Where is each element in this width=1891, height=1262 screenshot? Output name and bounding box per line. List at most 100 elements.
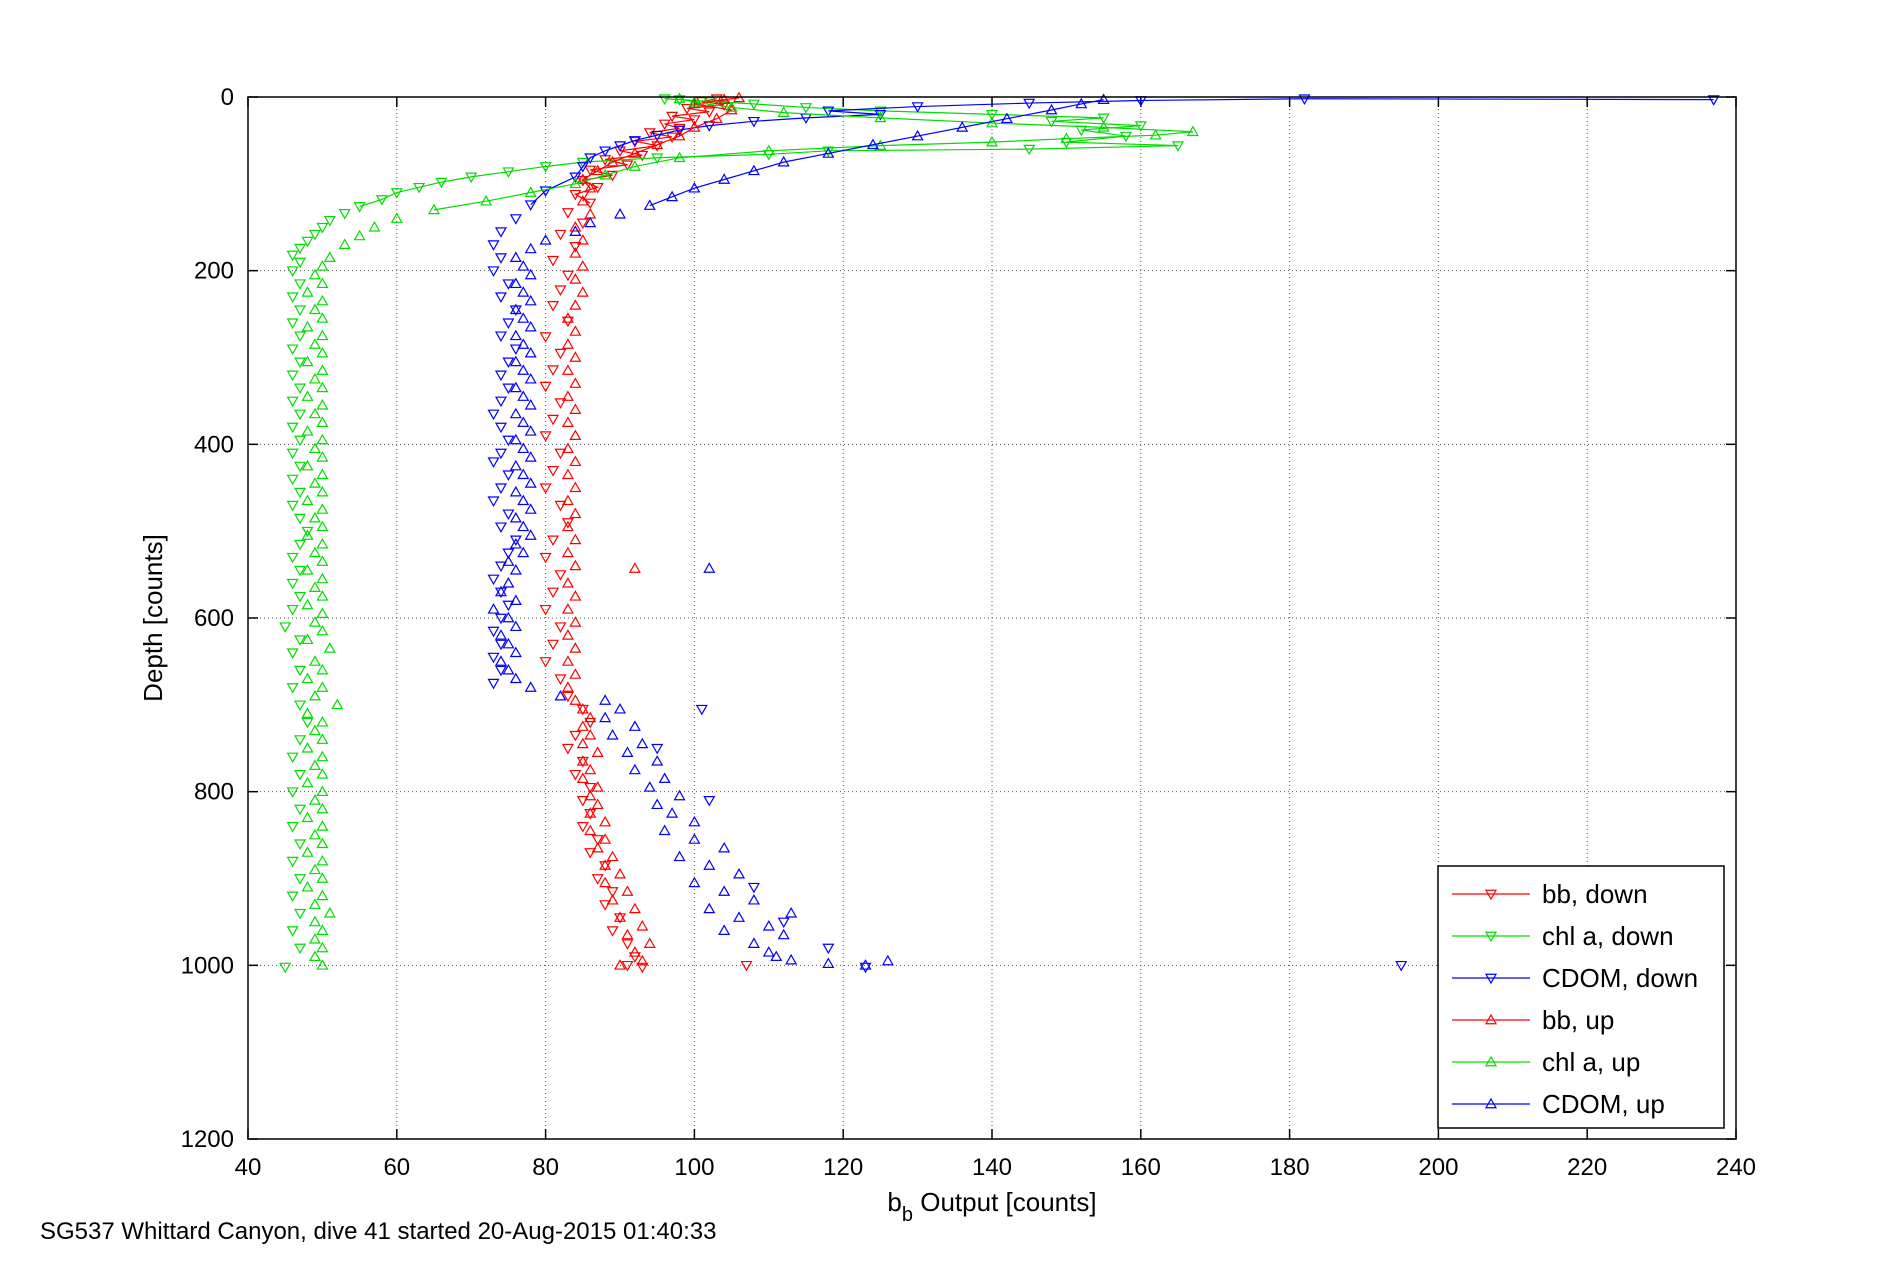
data-point <box>316 872 329 883</box>
data-point <box>643 937 656 948</box>
data-point <box>316 941 329 953</box>
legend-entry: bb, up <box>1452 1005 1614 1035</box>
data-point <box>591 182 604 194</box>
data-point <box>651 153 664 164</box>
data-point <box>517 442 530 454</box>
data-point <box>294 804 307 816</box>
data-point <box>301 811 314 823</box>
legend-marker <box>1484 889 1498 901</box>
data-point <box>718 924 731 935</box>
data-point <box>584 807 597 818</box>
data-point <box>286 552 299 564</box>
y-tick-label: 600 <box>194 605 234 632</box>
data-point <box>547 466 560 477</box>
data-point <box>301 880 314 892</box>
data-point <box>517 260 530 271</box>
data-point <box>294 665 307 677</box>
data-point <box>294 279 307 290</box>
data-point <box>375 195 388 206</box>
data-point <box>316 364 329 375</box>
y-tick-label: 200 <box>194 258 234 285</box>
data-point <box>487 496 500 507</box>
data-point <box>628 562 641 573</box>
data-point <box>576 702 589 714</box>
data-point <box>308 689 321 701</box>
data-point <box>1097 113 1110 125</box>
data-point <box>301 672 314 684</box>
data-point <box>547 414 560 426</box>
x-tick-label: 240 <box>1716 1154 1756 1181</box>
data-point <box>688 181 701 193</box>
legend-label: bb, up <box>1542 1005 1614 1035</box>
y-tick-labels: 0 200 400 600 800 1000 1200 <box>181 84 234 1153</box>
data-point <box>576 286 589 297</box>
data-point <box>524 372 537 384</box>
data-point <box>599 694 612 705</box>
series-bb-up <box>561 91 746 970</box>
data-point <box>517 390 530 401</box>
data-point <box>524 425 537 436</box>
data-point <box>301 776 314 788</box>
data-point <box>502 611 515 623</box>
data-point <box>695 704 708 716</box>
plot-frame <box>247 96 1737 1140</box>
data-point <box>569 769 582 781</box>
series-line <box>573 98 725 204</box>
data-point <box>509 535 522 547</box>
data-point <box>621 939 634 950</box>
data-point <box>569 455 582 467</box>
data-point <box>316 433 329 445</box>
data-point <box>777 928 790 940</box>
data-point <box>323 907 336 918</box>
data-point <box>294 839 307 850</box>
data-point <box>308 898 321 909</box>
data-point <box>286 648 299 659</box>
data-point <box>606 926 619 937</box>
data-point <box>673 850 686 862</box>
data-point <box>874 111 887 123</box>
data-point <box>606 729 619 740</box>
data-point <box>502 663 515 675</box>
data-point <box>539 431 552 442</box>
data-point <box>688 833 701 844</box>
series-line <box>433 98 1193 211</box>
data-point <box>599 876 612 888</box>
data-point <box>427 203 441 215</box>
data-point <box>509 620 522 632</box>
data-point <box>316 820 329 831</box>
data-point <box>1186 125 1199 137</box>
data-point <box>524 186 537 197</box>
data-point <box>502 383 515 395</box>
data-point <box>316 572 329 584</box>
data-point <box>502 600 515 612</box>
data-point <box>509 537 522 549</box>
data-point <box>576 755 589 766</box>
data-point <box>524 268 537 280</box>
data-point <box>584 208 597 219</box>
data-point <box>301 320 314 332</box>
legend-label: bb, down <box>1542 879 1648 909</box>
data-point <box>561 691 574 703</box>
data-point <box>591 841 604 853</box>
data-point <box>294 635 307 646</box>
data-point <box>338 238 351 249</box>
data-point <box>747 937 760 948</box>
data-point <box>859 962 872 974</box>
series-line <box>581 97 740 202</box>
data-point <box>710 94 723 105</box>
data-point <box>911 129 924 141</box>
data-point <box>316 785 329 797</box>
data-point <box>718 841 731 853</box>
data-point <box>517 364 530 375</box>
data-point <box>636 737 649 749</box>
x-tick-label: 220 <box>1567 1154 1607 1181</box>
data-point <box>688 97 701 109</box>
data-point <box>353 229 366 241</box>
data-point <box>822 106 835 118</box>
data-point <box>554 622 567 633</box>
legend-entry: chl a, up <box>1452 1047 1640 1077</box>
data-point <box>524 681 537 692</box>
data-point <box>591 781 604 792</box>
data-point <box>673 151 686 163</box>
data-point <box>613 867 627 879</box>
